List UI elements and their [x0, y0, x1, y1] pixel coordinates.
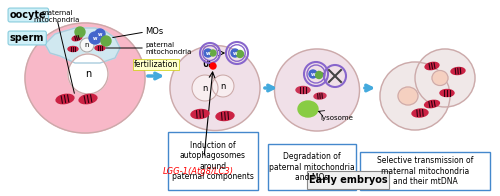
FancyBboxPatch shape: [360, 152, 490, 190]
Ellipse shape: [298, 101, 318, 117]
Text: fertilization: fertilization: [134, 60, 178, 69]
Ellipse shape: [314, 93, 326, 99]
Circle shape: [212, 75, 234, 97]
Text: Selective transmission of
maternal mitochondria
and their mtDNA: Selective transmission of maternal mitoc…: [377, 156, 473, 186]
Ellipse shape: [68, 46, 78, 52]
Polygon shape: [45, 28, 120, 63]
Text: n: n: [202, 83, 207, 93]
Text: LGG-1(Atg8/LC3): LGG-1(Atg8/LC3): [162, 166, 234, 175]
Ellipse shape: [191, 109, 209, 119]
Circle shape: [75, 27, 85, 37]
Text: w: w: [206, 51, 210, 55]
Ellipse shape: [274, 49, 360, 131]
FancyBboxPatch shape: [168, 132, 258, 190]
Ellipse shape: [380, 62, 450, 130]
Ellipse shape: [432, 71, 448, 85]
Text: w: w: [98, 32, 102, 36]
Ellipse shape: [296, 86, 310, 93]
Text: paternal
mitochondria: paternal mitochondria: [145, 42, 192, 54]
Circle shape: [309, 70, 317, 78]
Text: sperm: sperm: [10, 33, 44, 43]
Ellipse shape: [425, 62, 439, 70]
Text: n: n: [220, 82, 226, 91]
Ellipse shape: [440, 90, 454, 96]
Circle shape: [89, 32, 101, 44]
Text: MOs: MOs: [145, 26, 163, 35]
Ellipse shape: [72, 35, 82, 41]
Text: Early embryos: Early embryos: [308, 175, 388, 185]
Circle shape: [316, 72, 322, 79]
Text: w: w: [233, 51, 237, 55]
Circle shape: [204, 49, 212, 57]
Text: n: n: [85, 69, 91, 79]
Ellipse shape: [216, 112, 234, 121]
Ellipse shape: [170, 45, 260, 131]
Ellipse shape: [25, 23, 145, 133]
Text: n: n: [85, 42, 89, 48]
Ellipse shape: [451, 67, 465, 74]
Circle shape: [68, 54, 108, 94]
Ellipse shape: [95, 45, 105, 51]
FancyBboxPatch shape: [307, 171, 389, 189]
Ellipse shape: [56, 94, 74, 104]
Text: oocyte: oocyte: [10, 10, 46, 20]
Text: w: w: [311, 72, 316, 76]
Circle shape: [210, 50, 216, 56]
Text: Degradation of
paternal mitochondria
and MOs: Degradation of paternal mitochondria and…: [269, 152, 355, 182]
Circle shape: [101, 36, 111, 46]
Ellipse shape: [412, 109, 428, 117]
Circle shape: [80, 38, 94, 52]
Circle shape: [95, 29, 105, 39]
Ellipse shape: [398, 87, 418, 105]
Text: Induction of
autophagosomes
around
paternal components: Induction of autophagosomes around pater…: [172, 141, 254, 181]
Circle shape: [231, 49, 239, 57]
FancyBboxPatch shape: [268, 144, 356, 190]
Text: Ub: Ub: [202, 60, 214, 68]
Ellipse shape: [79, 94, 97, 104]
Text: w: w: [93, 35, 97, 41]
Circle shape: [210, 63, 216, 69]
Text: maternal
mitochondria: maternal mitochondria: [34, 10, 80, 23]
Ellipse shape: [415, 49, 475, 107]
Circle shape: [236, 51, 244, 57]
Circle shape: [192, 75, 218, 101]
Text: lysosome: lysosome: [320, 115, 353, 121]
Ellipse shape: [424, 100, 440, 108]
